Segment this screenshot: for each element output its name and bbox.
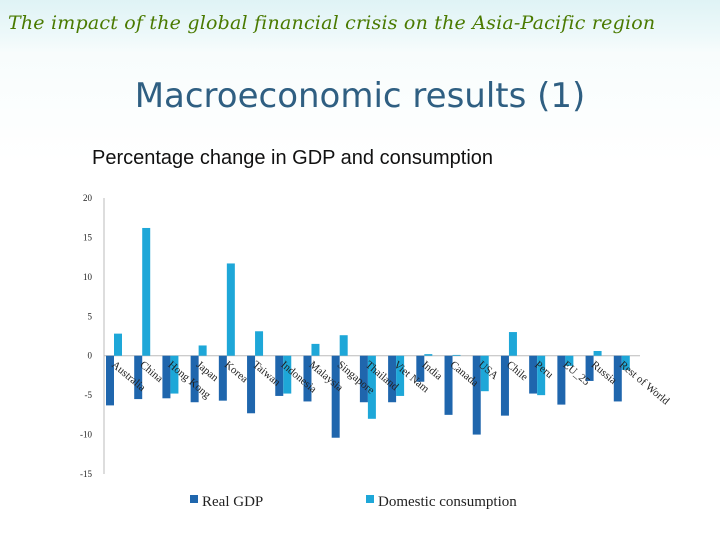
bar-series-group xyxy=(106,227,630,438)
bar-domestic-consumption-rest-of-world xyxy=(621,355,630,370)
bar-domestic-consumption-peru xyxy=(537,355,546,396)
y-tick-label: -5 xyxy=(85,390,93,400)
y-tick-label: 0 xyxy=(88,351,93,361)
bar-real-gdp-viet-nam xyxy=(388,355,397,403)
bar-domestic-consumption-malaysia xyxy=(311,343,320,356)
bar-real-gdp-usa xyxy=(472,355,481,435)
bar-domestic-consumption-eu-25 xyxy=(565,355,574,366)
bar-real-gdp-china xyxy=(134,355,143,400)
bar-real-gdp-singapore xyxy=(331,355,340,438)
y-tick-label: 20 xyxy=(83,193,93,203)
legend-swatch-real-gdp xyxy=(190,495,198,503)
y-tick-label: -15 xyxy=(80,469,92,479)
legend-label-real-gdp: Real GDP xyxy=(202,494,263,510)
slide-title: Macroeconomic results (1) xyxy=(134,76,586,116)
bar-real-gdp-rest-of-world xyxy=(613,355,622,402)
bar-domestic-consumption-usa xyxy=(480,355,489,392)
category-label: Rest of World xyxy=(617,359,672,408)
legend-label-domestic-consumption: Domestic consumption xyxy=(378,494,517,510)
bar-domestic-consumption-viet-nam xyxy=(396,355,405,396)
legend-swatch-domestic-consumption xyxy=(366,495,374,503)
bar-real-gdp-japan xyxy=(190,355,199,403)
bar-domestic-consumption-china xyxy=(142,227,151,356)
bar-domestic-consumption-chile xyxy=(508,332,517,356)
y-tick-label: 10 xyxy=(83,272,93,282)
bar-domestic-consumption-singapore xyxy=(339,335,348,356)
bar-domestic-consumption-russia xyxy=(593,350,602,356)
y-tick-label: 5 xyxy=(88,311,93,321)
bar-domestic-consumption-india xyxy=(424,354,433,356)
bar-domestic-consumption-korea xyxy=(226,263,235,356)
header-band xyxy=(0,0,720,52)
bar-domestic-consumption-japan xyxy=(198,345,207,356)
bar-real-gdp-malaysia xyxy=(303,355,312,402)
bar-real-gdp-eu-25 xyxy=(557,355,566,405)
bar-real-gdp-peru xyxy=(529,355,538,394)
bar-real-gdp-thailand xyxy=(359,355,368,403)
bar-domestic-consumption-thailand xyxy=(367,355,376,419)
bar-real-gdp-indonesia xyxy=(275,355,284,396)
bar-real-gdp-russia xyxy=(585,355,594,381)
y-axis-ticks: 20 15 10 5 0 -5 -10 -15 xyxy=(80,193,93,479)
bar-domestic-consumption-canada xyxy=(452,354,461,356)
bar-real-gdp-india xyxy=(416,355,425,382)
banner-title: The impact of the global financial crisi… xyxy=(8,12,656,34)
bar-domestic-consumption-indonesia xyxy=(283,355,292,394)
y-tick-label: 15 xyxy=(83,232,93,242)
bar-domestic-consumption-taiwan xyxy=(255,331,264,356)
bar-real-gdp-chile xyxy=(500,355,509,416)
bar-real-gdp-hong-kong xyxy=(162,355,171,399)
legend: Real GDP Domestic consumption xyxy=(190,494,517,510)
chart-title: Percentage change in GDP and consumption xyxy=(92,147,494,169)
bar-domestic-consumption-hong-kong xyxy=(170,355,179,394)
bar-real-gdp-canada xyxy=(444,355,453,415)
bar-real-gdp-korea xyxy=(218,355,227,401)
bar-domestic-consumption-australia xyxy=(114,333,122,356)
bar-real-gdp-australia xyxy=(106,355,114,406)
y-tick-label: -10 xyxy=(80,430,92,440)
bar-real-gdp-taiwan xyxy=(247,355,256,414)
